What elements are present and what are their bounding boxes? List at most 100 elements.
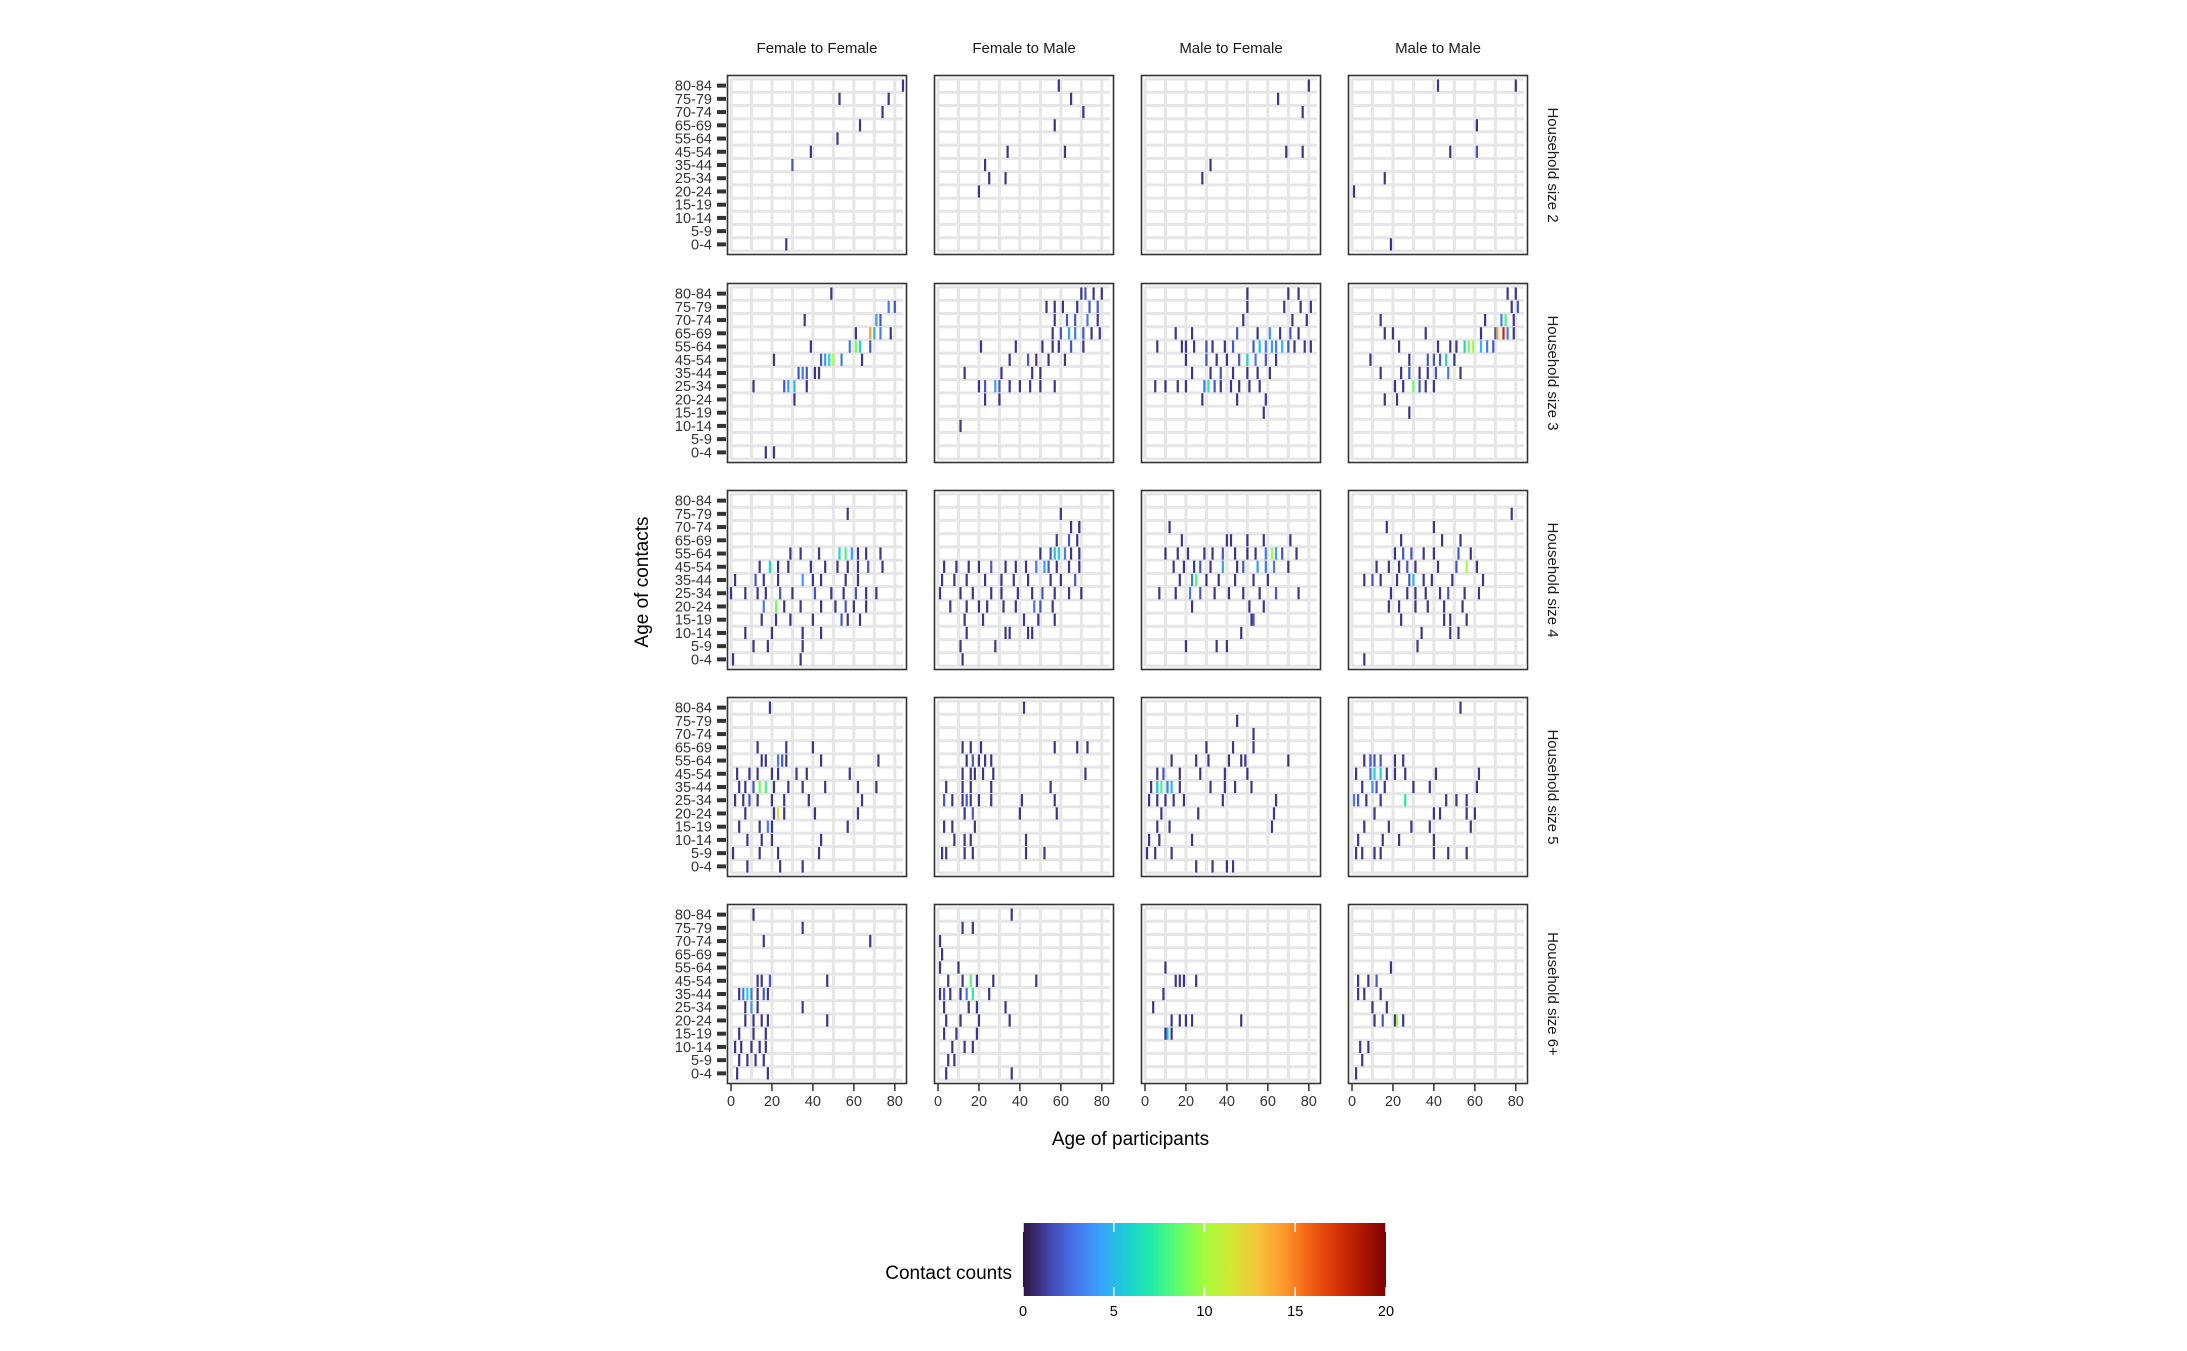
heatmap-cell [1170,847,1173,860]
heatmap-cell [770,767,774,780]
heatmap-cell [744,587,747,600]
heatmap-cell [963,366,966,380]
y-tick-label: 45-54 [675,767,712,783]
heatmap-cell [1287,754,1290,767]
heatmap-cell [1379,313,1382,327]
heatmap-cell [801,366,804,380]
heatmap-cell [1156,820,1159,833]
heatmap-cell [789,547,792,560]
heatmap-cell [1039,366,1042,380]
heatmap-cell [1357,833,1360,847]
heatmap-cell [1018,807,1022,820]
heatmap-cell [1059,573,1062,587]
y-tick-label: 70-74 [675,520,712,536]
heatmap-cell [1147,794,1151,807]
heatmap-cell [776,754,780,767]
heatmap-cell [1026,573,1030,587]
heatmap-cell [1272,807,1276,820]
heatmap-cell [1246,534,1249,547]
heatmap-cell [965,987,968,1001]
heatmap-cell [762,934,765,948]
heatmap-cell [1211,860,1214,873]
heatmap-cell [1084,287,1087,300]
y-tick-label: 25-34 [675,586,712,602]
heatmap-cell [1147,833,1151,847]
panel-household-size-3-male-to-female [1140,282,1322,464]
heatmap-cell [1393,380,1397,393]
heatmap-cell [1158,833,1161,847]
heatmap-cell [969,794,972,807]
heatmap-cell [731,653,735,666]
heatmap-cell [1063,547,1067,560]
panel-border [933,74,1115,256]
panel-background [727,904,907,1084]
heatmap-cell [1363,987,1366,1001]
heatmap-cell [1465,794,1468,807]
heatmap-cell [1080,587,1083,600]
heatmap-cell [1361,1054,1364,1067]
heatmap-cell [856,573,860,587]
heatmap-cell [1424,587,1427,600]
heatmap-cell [776,847,780,860]
y-tick-label: 20-24 [675,806,712,822]
heatmap-cell [1014,600,1017,613]
heatmap-cell [943,820,946,833]
heatmap-cell [873,327,876,340]
heatmap-cell [1274,353,1278,366]
heatmap-cell [1014,340,1017,353]
heatmap-cell [1057,340,1060,353]
heatmap-cell [971,847,974,860]
heatmap-cell [969,767,972,780]
heatmap-cell [1379,794,1382,807]
heatmap-cell [744,626,747,640]
heatmap-cell [1092,287,1095,300]
heatmap-cell [754,1054,757,1067]
y-tick-label: 25-34 [675,379,712,395]
heatmap-cell [1047,560,1050,573]
heatmap-cell [1170,780,1173,794]
heatmap-cell [1461,600,1464,613]
heatmap-cell [1008,626,1011,640]
heatmap-cell [1361,780,1364,794]
heatmap-cell [1080,287,1083,300]
heatmap-cell [1033,600,1036,613]
heatmap-cell [977,185,981,198]
y-tick-label: 0-4 [691,1066,712,1082]
heatmap-cell [1422,547,1425,560]
heatmap-cell [793,380,796,393]
heatmap-cell [856,780,860,794]
heatmap-cell [1225,534,1229,547]
heatmap-cell [1268,327,1272,340]
heatmap-cell [750,987,753,1001]
heatmap-cell [1055,534,1058,547]
panel-household-size-3-male-to-male [1347,282,1529,464]
heatmap-cell [1026,626,1030,640]
heatmap-cell [1447,366,1450,380]
heatmap-cell [963,613,966,626]
facet-column-title-male-to-female: Male to Female [1179,40,1282,57]
heatmap-cell [945,847,948,860]
heatmap-cell [1248,600,1251,613]
heatmap-cell [758,1040,761,1054]
heatmap-cell [1041,340,1044,353]
heatmap-cell [1162,987,1165,1001]
x-tick-label: 80 [1508,1094,1524,1110]
heatmap-cell [1053,741,1056,754]
panel-household-size-2-male-to-male [1347,74,1529,256]
panel-background [934,283,1114,463]
heatmap-cell [1233,547,1237,560]
heatmap-cell [1012,573,1015,587]
heatmap-cell [1447,847,1450,860]
heatmap-cell [1400,366,1403,380]
heatmap-cell [824,353,827,366]
y-tick-label: 0-4 [691,859,712,875]
heatmap-cell [1053,300,1056,313]
y-tick-label: 35-44 [675,987,712,1003]
heatmap-cell [785,238,788,251]
heatmap-cell [1236,393,1239,406]
panel-border [933,696,1115,878]
legend-tick-label: 20 [1378,1304,1394,1320]
heatmap-cell [1242,560,1245,573]
heatmap-cell [1049,573,1052,587]
